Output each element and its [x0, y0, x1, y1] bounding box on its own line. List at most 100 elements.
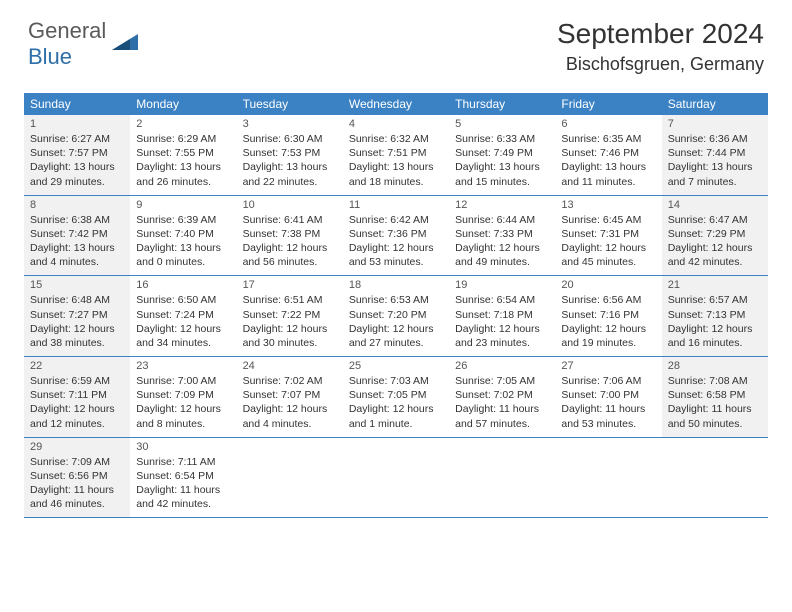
day-number: 21 [668, 279, 762, 291]
day-d1: Daylight: 12 hours [243, 402, 337, 416]
day-cell [662, 438, 768, 518]
day-sunset: Sunset: 7:36 PM [349, 227, 443, 241]
day-sunrise: Sunrise: 7:11 AM [136, 455, 230, 469]
day-d1: Daylight: 12 hours [455, 322, 549, 336]
weekday-sunday: Sunday [24, 93, 130, 115]
day-d2: and 0 minutes. [136, 255, 230, 269]
day-d2: and 57 minutes. [455, 417, 549, 431]
day-number: 4 [349, 118, 443, 130]
day-number: 12 [455, 199, 549, 211]
day-d2: and 26 minutes. [136, 175, 230, 189]
day-sunrise: Sunrise: 6:36 AM [668, 132, 762, 146]
day-d2: and 42 minutes. [668, 255, 762, 269]
day-d1: Daylight: 12 hours [561, 322, 655, 336]
day-cell: 14Sunrise: 6:47 AMSunset: 7:29 PMDayligh… [662, 196, 768, 276]
day-cell: 16Sunrise: 6:50 AMSunset: 7:24 PMDayligh… [130, 276, 236, 356]
day-sunrise: Sunrise: 6:32 AM [349, 132, 443, 146]
day-d1: Daylight: 12 hours [243, 241, 337, 255]
day-sunrise: Sunrise: 6:38 AM [30, 213, 124, 227]
day-cell: 26Sunrise: 7:05 AMSunset: 7:02 PMDayligh… [449, 357, 555, 437]
day-sunset: Sunset: 7:07 PM [243, 388, 337, 402]
day-sunset: Sunset: 7:18 PM [455, 308, 549, 322]
day-cell: 30Sunrise: 7:11 AMSunset: 6:54 PMDayligh… [130, 438, 236, 518]
day-cell: 21Sunrise: 6:57 AMSunset: 7:13 PMDayligh… [662, 276, 768, 356]
day-number: 6 [561, 118, 655, 130]
day-sunrise: Sunrise: 7:03 AM [349, 374, 443, 388]
day-d2: and 42 minutes. [136, 497, 230, 511]
logo-text-1: General [28, 18, 106, 43]
day-cell [449, 438, 555, 518]
day-sunset: Sunset: 7:33 PM [455, 227, 549, 241]
day-cell: 27Sunrise: 7:06 AMSunset: 7:00 PMDayligh… [555, 357, 661, 437]
weekday-wednesday: Wednesday [343, 93, 449, 115]
day-sunrise: Sunrise: 7:02 AM [243, 374, 337, 388]
day-sunset: Sunset: 7:09 PM [136, 388, 230, 402]
day-d1: Daylight: 11 hours [561, 402, 655, 416]
day-d1: Daylight: 13 hours [136, 241, 230, 255]
day-sunrise: Sunrise: 7:06 AM [561, 374, 655, 388]
day-d1: Daylight: 12 hours [349, 402, 443, 416]
day-number: 1 [30, 118, 124, 130]
day-cell: 12 Sunrise: 6:44 AMSunset: 7:33 PMDayligh… [449, 196, 555, 276]
day-sunrise: Sunrise: 6:47 AM [668, 213, 762, 227]
day-sunrise: Sunrise: 7:00 AM [136, 374, 230, 388]
logo-text: General Blue [28, 18, 106, 70]
day-cell: 19Sunrise: 6:54 AMSunset: 7:18 PMDayligh… [449, 276, 555, 356]
day-d1: Daylight: 12 hours [243, 322, 337, 336]
day-number: 13 [561, 199, 655, 211]
day-sunset: Sunset: 7:13 PM [668, 308, 762, 322]
day-d1: Daylight: 11 hours [668, 402, 762, 416]
day-d2: and 50 minutes. [668, 417, 762, 431]
day-d2: and 1 minute. [349, 417, 443, 431]
day-cell: 5Sunrise: 6:33 AMSunset: 7:49 PMDaylight… [449, 115, 555, 195]
day-number: 24 [243, 360, 337, 372]
day-d2: and 22 minutes. [243, 175, 337, 189]
day-sunset: Sunset: 7:53 PM [243, 146, 337, 160]
day-d2: and 12 minutes. [30, 417, 124, 431]
day-cell: 24 Sunrise: 7:02 AMSunset: 7:07 PMDayligh… [237, 357, 343, 437]
day-sunrise: Sunrise: 6:53 AM [349, 293, 443, 307]
day-d1: Daylight: 12 hours [30, 402, 124, 416]
day-number: 30 [136, 441, 230, 453]
weekday-saturday: Saturday [662, 93, 768, 115]
day-sunrise: Sunrise: 7:09 AM [30, 455, 124, 469]
day-cell: 23Sunrise: 7:00 AMSunset: 7:09 PMDayligh… [130, 357, 236, 437]
day-sunrise: Sunrise: 6:44 AM [455, 213, 549, 227]
title-block: September 2024 Bischofsgruen, Germany [557, 18, 764, 75]
day-sunrise: Sunrise: 6:51 AM [243, 293, 337, 307]
day-cell [237, 438, 343, 518]
day-sunset: Sunset: 7:55 PM [136, 146, 230, 160]
day-d1: Daylight: 13 hours [30, 241, 124, 255]
week-row: 22Sunrise: 6:59 AMSunset: 7:11 PMDayligh… [24, 357, 768, 438]
day-number: 17 [243, 279, 337, 291]
day-sunset: Sunset: 7:22 PM [243, 308, 337, 322]
day-sunset: Sunset: 7:46 PM [561, 146, 655, 160]
day-number: 16 [136, 279, 230, 291]
day-sunrise: Sunrise: 6:27 AM [30, 132, 124, 146]
day-number: 11 [349, 199, 443, 211]
day-sunrise: Sunrise: 6:54 AM [455, 293, 549, 307]
day-d2: and 19 minutes. [561, 336, 655, 350]
week-row: 1Sunrise: 6:27 AMSunset: 7:57 PMDaylight… [24, 115, 768, 196]
day-sunset: Sunset: 7:16 PM [561, 308, 655, 322]
day-number: 22 [30, 360, 124, 372]
day-sunset: Sunset: 7:05 PM [349, 388, 443, 402]
day-d1: Daylight: 13 hours [136, 160, 230, 174]
day-d2: and 4 minutes. [30, 255, 124, 269]
day-d1: Daylight: 13 hours [561, 160, 655, 174]
day-number: 15 [30, 279, 124, 291]
day-number: 28 [668, 360, 762, 372]
day-sunset: Sunset: 7:40 PM [136, 227, 230, 241]
day-cell: 9Sunrise: 6:39 AMSunset: 7:40 PMDaylight… [130, 196, 236, 276]
day-cell: 17 Sunrise: 6:51 AMSunset: 7:22 PMDayligh… [237, 276, 343, 356]
day-number: 14 [668, 199, 762, 211]
day-cell: 20Sunrise: 6:56 AMSunset: 7:16 PMDayligh… [555, 276, 661, 356]
day-d2: and 16 minutes. [668, 336, 762, 350]
day-d2: and 23 minutes. [455, 336, 549, 350]
day-sunrise: Sunrise: 6:33 AM [455, 132, 549, 146]
day-d1: Daylight: 12 hours [455, 241, 549, 255]
day-d1: Daylight: 12 hours [349, 322, 443, 336]
day-number: 26 [455, 360, 549, 372]
day-sunset: Sunset: 7:51 PM [349, 146, 443, 160]
day-sunrise: Sunrise: 6:42 AM [349, 213, 443, 227]
